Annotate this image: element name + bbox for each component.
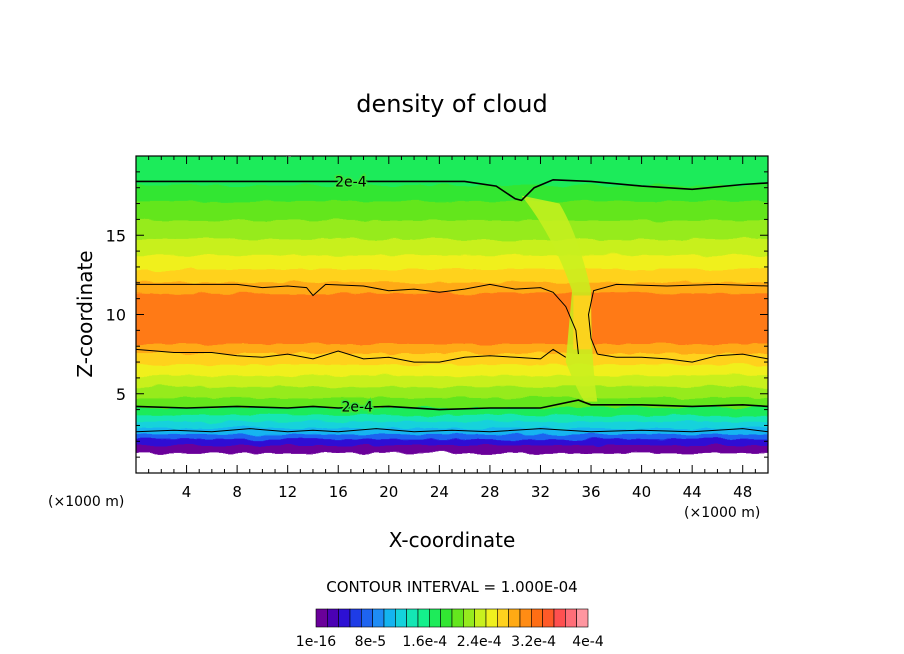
contour-interval-note: CONTOUR INTERVAL = 1.000E-04	[326, 578, 577, 596]
x-tick-label-0: 4	[182, 483, 192, 501]
band-2	[136, 437, 768, 446]
colorbar-swatch-3	[349, 608, 362, 628]
band-18	[136, 237, 768, 256]
contour-upper-line	[136, 283, 579, 355]
density-field	[136, 156, 768, 473]
colorbar	[315, 608, 589, 628]
contour-lower-line	[136, 348, 567, 363]
band-14	[136, 291, 768, 345]
band-17	[136, 253, 768, 270]
band-9	[136, 384, 768, 398]
colorbar-swatch-4	[361, 608, 373, 628]
colorbar-swatch-13	[463, 608, 475, 628]
contour-mid-line	[136, 399, 768, 411]
band-5	[136, 419, 768, 429]
density-bands	[136, 156, 768, 473]
x-tick-label-4: 20	[379, 483, 398, 501]
band-20	[136, 199, 768, 221]
colorbar-swatch-7	[395, 608, 407, 628]
x-axis-ticks: 4 8 12 16 20 24 28 32 36 40 44 48	[148, 156, 756, 501]
band-19	[136, 218, 768, 240]
colorbar-label-5: 4e-4	[572, 634, 604, 650]
colorbar-swatch-12	[451, 608, 464, 628]
colorbar-swatch-6	[383, 608, 396, 628]
band-13	[136, 342, 768, 354]
colorbar-swatch-19	[531, 608, 543, 628]
band-21	[136, 183, 768, 202]
colorbar-swatch-1	[327, 608, 339, 628]
y-axis-ticks: 5 10 15	[106, 171, 768, 458]
contour-label-0: 2e-4	[335, 174, 367, 190]
band-10	[136, 373, 768, 387]
contour-lines	[136, 178, 768, 433]
y-tick-label-2: 15	[106, 226, 126, 245]
colorbar-swatch-17	[508, 608, 521, 628]
x-tick-label-1: 8	[232, 483, 242, 501]
x-tick-label-6: 28	[480, 483, 499, 501]
colorbar-swatch-18	[519, 608, 532, 628]
contour-base-line	[136, 428, 768, 433]
colorbar-swatch-22	[565, 608, 577, 628]
colorbar-swatch-23	[576, 608, 589, 628]
x-tick-label-2: 12	[278, 483, 297, 501]
colorbar-label-3: 2.4e-4	[457, 634, 502, 650]
colorbar-swatch-5	[372, 608, 385, 628]
colorbar-swatch-21	[553, 608, 566, 628]
x-tick-label-8: 36	[581, 483, 600, 501]
x-tick-label-10: 44	[683, 483, 702, 501]
colorbar-swatch-8	[406, 608, 419, 628]
band-3	[136, 432, 768, 440]
chart-title: density of cloud	[356, 90, 547, 118]
colorbar-swatch-9	[417, 608, 430, 628]
colorbar-swatch-15	[485, 608, 498, 628]
colorbar-swatch-10	[429, 608, 441, 628]
colorbar-swatch-20	[542, 608, 555, 628]
y-axis-label: Z-coordinate	[73, 250, 97, 377]
colorbar-tick-labels: 1e-16 8e-5 1.6e-4 2.4e-4 3.2e-4 4e-4	[296, 634, 604, 650]
contour-lower-right-line	[597, 353, 768, 363]
x-unit-left: (×1000 m)	[48, 494, 124, 510]
band-11	[136, 362, 768, 376]
contour-label-1: 2e-4	[341, 399, 373, 415]
colorbar-label-4: 3.2e-4	[511, 634, 556, 650]
colorbar-label-1: 8e-5	[355, 634, 386, 650]
band-16	[136, 267, 768, 283]
band-6	[136, 413, 768, 422]
contour-labels: 2e-4 2e-4	[334, 173, 375, 417]
x-tick-label-5: 24	[430, 483, 449, 501]
band-0	[136, 451, 768, 473]
band-7	[136, 405, 768, 416]
colorbar-swatch-2	[338, 608, 351, 628]
colorbar-label-2: 1.6e-4	[402, 634, 447, 650]
band-8	[136, 395, 768, 408]
contour-top-line	[136, 178, 768, 202]
colorbar-swatch-16	[497, 608, 509, 628]
x-tick-label-9: 40	[632, 483, 651, 501]
plume-gap	[573, 295, 592, 350]
colorbar-swatch-14	[474, 608, 487, 628]
colorbar-label-0: 1e-16	[296, 634, 336, 650]
x-axis-label: X-coordinate	[389, 528, 516, 552]
colorbar-swatch-11	[440, 608, 453, 628]
colorbar-swatch-0	[315, 608, 328, 628]
x-tick-label-7: 32	[531, 483, 550, 501]
y-tick-label-1: 10	[106, 306, 126, 325]
y-tick-label-0: 5	[116, 385, 126, 404]
x-tick-label-3: 16	[329, 483, 348, 501]
x-unit-right: (×1000 m)	[684, 505, 760, 521]
band-15	[136, 280, 768, 294]
x-tick-label-11: 48	[733, 483, 752, 501]
band-1	[136, 443, 768, 454]
contour-upper-right-line	[587, 283, 768, 355]
